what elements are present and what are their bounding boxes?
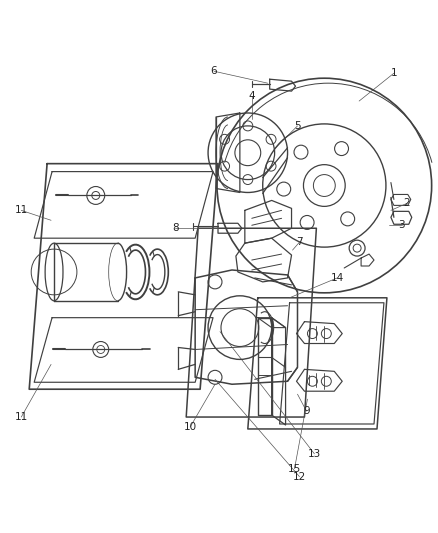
Text: 11: 11 <box>14 412 28 422</box>
Text: 1: 1 <box>391 68 397 78</box>
Text: 10: 10 <box>184 422 197 432</box>
Text: 2: 2 <box>403 198 410 208</box>
Text: 14: 14 <box>331 273 344 283</box>
Text: 13: 13 <box>308 449 321 459</box>
Text: 15: 15 <box>288 464 301 474</box>
Text: 11: 11 <box>14 205 28 215</box>
Text: 5: 5 <box>294 121 301 131</box>
Text: 12: 12 <box>293 472 306 482</box>
Text: 4: 4 <box>248 91 255 101</box>
Text: 3: 3 <box>399 220 405 230</box>
Text: 6: 6 <box>211 66 217 76</box>
Text: 9: 9 <box>303 406 310 416</box>
Text: 7: 7 <box>296 237 303 247</box>
Text: 8: 8 <box>172 223 179 233</box>
